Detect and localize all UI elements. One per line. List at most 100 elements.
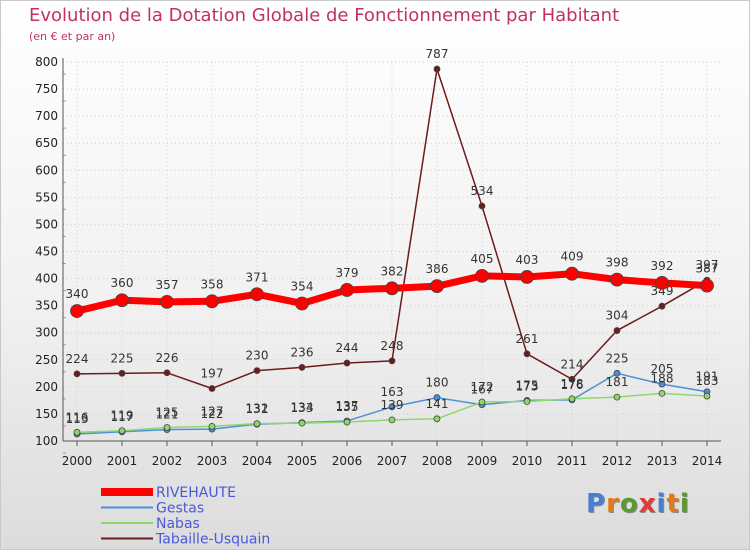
data-label: 386 bbox=[426, 262, 449, 276]
data-point bbox=[73, 428, 81, 436]
data-label: 397 bbox=[696, 258, 719, 272]
data-label: 214 bbox=[561, 357, 584, 371]
data-label: 121 bbox=[156, 408, 179, 422]
data-point bbox=[208, 385, 216, 392]
data-point bbox=[298, 419, 306, 427]
y-tick-label: 450 bbox=[35, 245, 58, 259]
data-label: 167 bbox=[471, 383, 494, 397]
proxiti-logo: Proxiti bbox=[586, 489, 690, 519]
data-label: 178 bbox=[561, 377, 584, 391]
data-point bbox=[205, 294, 219, 309]
x-tick-label: 2004 bbox=[242, 454, 273, 468]
x-tick-label: 2012 bbox=[602, 454, 633, 468]
data-label: 403 bbox=[516, 253, 539, 267]
data-label: 226 bbox=[156, 351, 179, 365]
data-point bbox=[388, 403, 396, 411]
data-label: 248 bbox=[381, 339, 404, 353]
data-point bbox=[295, 296, 309, 311]
data-point bbox=[298, 363, 306, 371]
data-point bbox=[430, 279, 444, 294]
data-point bbox=[433, 394, 441, 402]
data-point bbox=[253, 420, 261, 428]
data-label: 787 bbox=[426, 47, 449, 61]
data-point bbox=[340, 283, 354, 297]
data-point bbox=[523, 398, 531, 405]
legend-label: RIVEHAUTE bbox=[156, 485, 236, 501]
data-point bbox=[478, 202, 486, 210]
data-label: 134 bbox=[291, 401, 314, 415]
data-point bbox=[73, 370, 81, 378]
x-tick-label: 2007 bbox=[377, 454, 408, 468]
data-point bbox=[208, 422, 216, 430]
y-tick-label: 650 bbox=[35, 136, 58, 150]
x-tick-label: 2005 bbox=[287, 454, 318, 468]
data-label: 244 bbox=[336, 341, 359, 355]
data-point bbox=[253, 367, 261, 375]
data-point bbox=[433, 65, 441, 73]
data-label: 197 bbox=[201, 366, 224, 380]
legend-label: Gestas bbox=[156, 501, 204, 517]
data-point bbox=[703, 392, 711, 400]
y-tick-label: 400 bbox=[35, 272, 58, 286]
data-label: 236 bbox=[291, 345, 314, 359]
data-point bbox=[568, 375, 576, 383]
data-label: 225 bbox=[111, 351, 134, 365]
data-point bbox=[613, 393, 621, 401]
data-point bbox=[433, 415, 441, 423]
data-point bbox=[658, 302, 666, 310]
x-tick-label: 2000 bbox=[62, 454, 93, 468]
y-tick-label: 200 bbox=[35, 380, 58, 394]
y-tick-label: 550 bbox=[35, 190, 58, 204]
y-tick-label: 800 bbox=[35, 55, 58, 69]
legend-label: Tabaille-Usquain bbox=[155, 532, 270, 548]
y-tick-label: 300 bbox=[35, 326, 58, 340]
data-label: 172 bbox=[471, 380, 494, 394]
legend-item: Nabas bbox=[101, 516, 200, 532]
data-point bbox=[343, 359, 351, 367]
x-tick-label: 2001 bbox=[107, 454, 138, 468]
data-label: 349 bbox=[651, 284, 674, 298]
data-point bbox=[658, 389, 666, 397]
data-label: 382 bbox=[381, 264, 404, 278]
data-label: 113 bbox=[66, 412, 89, 426]
data-point bbox=[613, 327, 621, 334]
data-point bbox=[478, 398, 486, 406]
x-tick-label: 2003 bbox=[197, 454, 228, 468]
data-label: 409 bbox=[561, 250, 584, 264]
data-point bbox=[70, 304, 84, 318]
data-point bbox=[520, 270, 534, 284]
y-tick-label: 750 bbox=[35, 82, 58, 96]
data-point bbox=[610, 272, 624, 287]
data-label: 175 bbox=[516, 378, 539, 392]
chart-subtitle: (en € et par an) bbox=[29, 30, 116, 43]
data-point bbox=[613, 369, 621, 377]
x-tick-label: 2009 bbox=[467, 454, 498, 468]
data-label: 117 bbox=[111, 410, 134, 424]
data-label: 116 bbox=[66, 410, 89, 424]
chart-title: Evolution de la Dotation Globale de Fonc… bbox=[29, 5, 620, 26]
data-point bbox=[250, 287, 264, 302]
data-label: 173 bbox=[516, 379, 539, 393]
legend-label: Nabas bbox=[156, 516, 200, 532]
legend-item: RIVEHAUTE bbox=[101, 485, 236, 501]
y-tick-label: 150 bbox=[35, 407, 58, 421]
data-label: 358 bbox=[201, 277, 224, 291]
data-label: 191 bbox=[696, 370, 719, 384]
data-label: 183 bbox=[696, 374, 719, 388]
legend-item: Gestas bbox=[101, 501, 204, 517]
data-point bbox=[475, 268, 489, 283]
data-label: 340 bbox=[66, 287, 89, 301]
data-point bbox=[655, 276, 669, 290]
data-label: 304 bbox=[606, 309, 629, 323]
data-point bbox=[385, 281, 399, 296]
x-tick-label: 2008 bbox=[422, 454, 453, 468]
data-label: 181 bbox=[606, 375, 629, 389]
data-point bbox=[343, 418, 351, 426]
x-tick-label: 2002 bbox=[152, 454, 183, 468]
data-label: 176 bbox=[561, 378, 584, 392]
y-tick-label: 700 bbox=[35, 109, 58, 123]
data-point bbox=[115, 293, 129, 308]
data-label: 180 bbox=[426, 376, 449, 390]
data-label: 137 bbox=[336, 399, 359, 413]
